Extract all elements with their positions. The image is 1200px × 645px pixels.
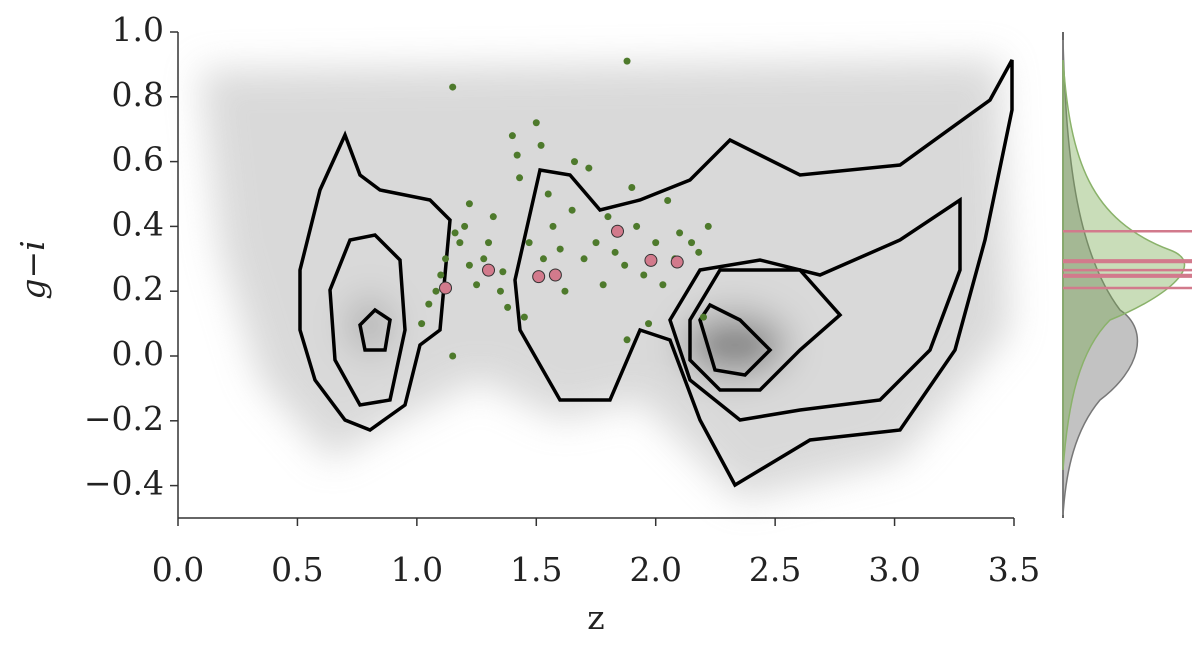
y-tick-label: 0.4 <box>112 204 164 243</box>
point <box>556 245 564 253</box>
point <box>695 248 703 256</box>
point <box>623 336 631 344</box>
point <box>496 287 504 295</box>
point <box>525 239 533 247</box>
x-tick-label: 3.0 <box>868 550 920 589</box>
point <box>561 287 569 295</box>
point <box>504 303 512 311</box>
point <box>633 222 641 230</box>
point <box>640 271 648 279</box>
y-tick-label: 0.0 <box>112 334 164 373</box>
point <box>659 281 667 289</box>
x-tick-label: 1.5 <box>510 550 562 589</box>
point <box>449 352 457 360</box>
point <box>621 261 629 269</box>
point <box>489 213 497 221</box>
point <box>465 200 473 208</box>
point <box>704 222 712 230</box>
x-axis-label: z <box>587 598 604 637</box>
point <box>664 196 672 204</box>
y-tick-label: 0.8 <box>112 75 164 114</box>
point <box>451 229 459 237</box>
x-tick-label: 0.5 <box>271 550 323 589</box>
point <box>418 320 426 328</box>
point <box>508 132 516 140</box>
point <box>585 164 593 172</box>
point <box>461 222 469 230</box>
point <box>532 270 546 284</box>
point <box>499 268 507 276</box>
point <box>676 229 684 237</box>
point <box>485 239 493 247</box>
point <box>480 255 488 263</box>
y-tick-label: 0.6 <box>112 140 164 179</box>
point <box>516 174 524 182</box>
y-tick-label: −0.4 <box>84 464 164 503</box>
point <box>549 222 557 230</box>
x-tick-label: 0.0 <box>152 550 204 589</box>
point <box>456 239 464 247</box>
contours <box>298 59 1014 488</box>
point <box>465 261 473 269</box>
point <box>482 263 496 277</box>
point <box>539 255 547 263</box>
point <box>652 239 660 247</box>
x-tick-label: 3.5 <box>988 550 1040 589</box>
point <box>599 281 607 289</box>
point <box>611 248 619 256</box>
point <box>425 300 433 308</box>
point <box>644 253 658 267</box>
y-axis-label: g−i <box>13 240 52 299</box>
point <box>628 184 636 192</box>
point <box>604 213 612 221</box>
point <box>449 83 457 91</box>
x-tick-label: 1.0 <box>391 550 443 589</box>
point <box>592 239 600 247</box>
point <box>537 141 545 149</box>
point <box>473 281 481 289</box>
point <box>548 268 562 282</box>
point <box>437 271 445 279</box>
point <box>580 255 588 263</box>
point <box>442 255 450 263</box>
point <box>623 57 631 65</box>
point <box>571 158 579 166</box>
point <box>670 255 684 269</box>
y-tick-label: 0.2 <box>112 269 164 308</box>
point <box>699 313 707 321</box>
y-tick-label: 1.0 <box>112 10 164 49</box>
point <box>610 224 624 238</box>
x-tick-label: 2.5 <box>749 550 801 589</box>
point <box>688 239 696 247</box>
point <box>513 151 521 159</box>
point <box>432 287 440 295</box>
point <box>645 320 653 328</box>
point <box>544 190 552 198</box>
x-tick-label: 2.0 <box>629 550 681 589</box>
point <box>520 313 528 321</box>
point <box>532 119 540 127</box>
point <box>568 206 576 214</box>
density-cloud <box>200 60 1010 500</box>
point <box>439 281 453 295</box>
y-tick-label: −0.2 <box>84 399 164 438</box>
